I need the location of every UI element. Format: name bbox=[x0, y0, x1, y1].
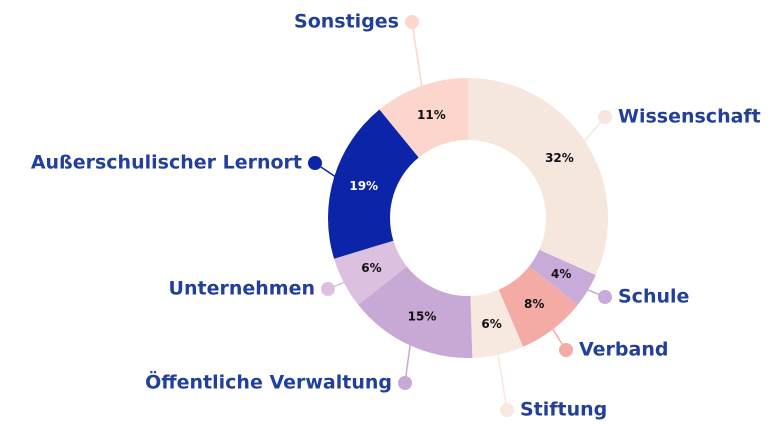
category-label: Wissenschaft bbox=[618, 106, 761, 128]
category-label: Schule bbox=[618, 286, 689, 308]
donut-segment bbox=[468, 78, 608, 276]
value-label: 4% bbox=[551, 267, 571, 281]
legend-dot bbox=[598, 290, 612, 304]
value-label: 19% bbox=[349, 179, 378, 193]
donut-segment bbox=[529, 249, 596, 305]
value-label: 6% bbox=[481, 317, 501, 331]
category-label: Unternehmen bbox=[169, 278, 315, 300]
value-label: 11% bbox=[417, 108, 446, 122]
legend-dot bbox=[405, 15, 419, 29]
value-label: 6% bbox=[361, 261, 381, 275]
value-label: 15% bbox=[408, 309, 437, 323]
donut-segment bbox=[470, 289, 524, 358]
legend-dot bbox=[500, 403, 514, 417]
category-label: Sonstiges bbox=[294, 11, 399, 33]
leader-line bbox=[411, 21, 424, 90]
category-label: Stiftung bbox=[520, 399, 607, 421]
legend-dot bbox=[321, 282, 335, 296]
legend-dot bbox=[598, 110, 612, 124]
value-label: 8% bbox=[524, 297, 544, 311]
donut-segment bbox=[498, 266, 578, 347]
legend-dot bbox=[308, 156, 322, 170]
donut-segment bbox=[328, 109, 419, 259]
donut-segment bbox=[334, 240, 407, 305]
value-label: 32% bbox=[545, 151, 574, 165]
category-label: Außerschulischer Lernort bbox=[31, 152, 302, 174]
donut-segment bbox=[379, 78, 468, 158]
donut-segment bbox=[358, 266, 473, 358]
legend-dot bbox=[559, 343, 573, 357]
category-label: Verband bbox=[579, 339, 668, 361]
category-label: Öffentliche Verwaltung bbox=[145, 370, 392, 394]
leader-line bbox=[404, 341, 412, 384]
legend-dot bbox=[398, 376, 412, 390]
leader-line bbox=[496, 350, 508, 411]
